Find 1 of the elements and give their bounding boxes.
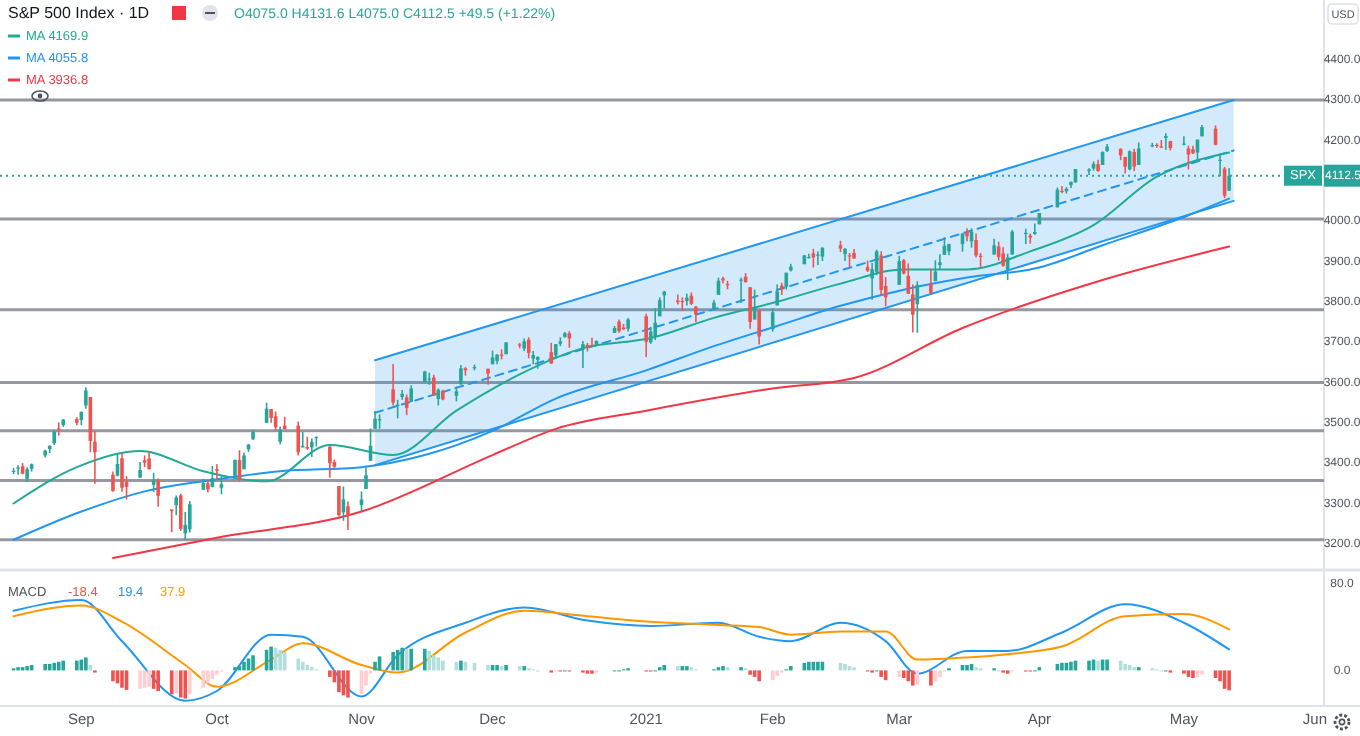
chart-title: S&P 500 Index · 1D: [8, 4, 150, 22]
